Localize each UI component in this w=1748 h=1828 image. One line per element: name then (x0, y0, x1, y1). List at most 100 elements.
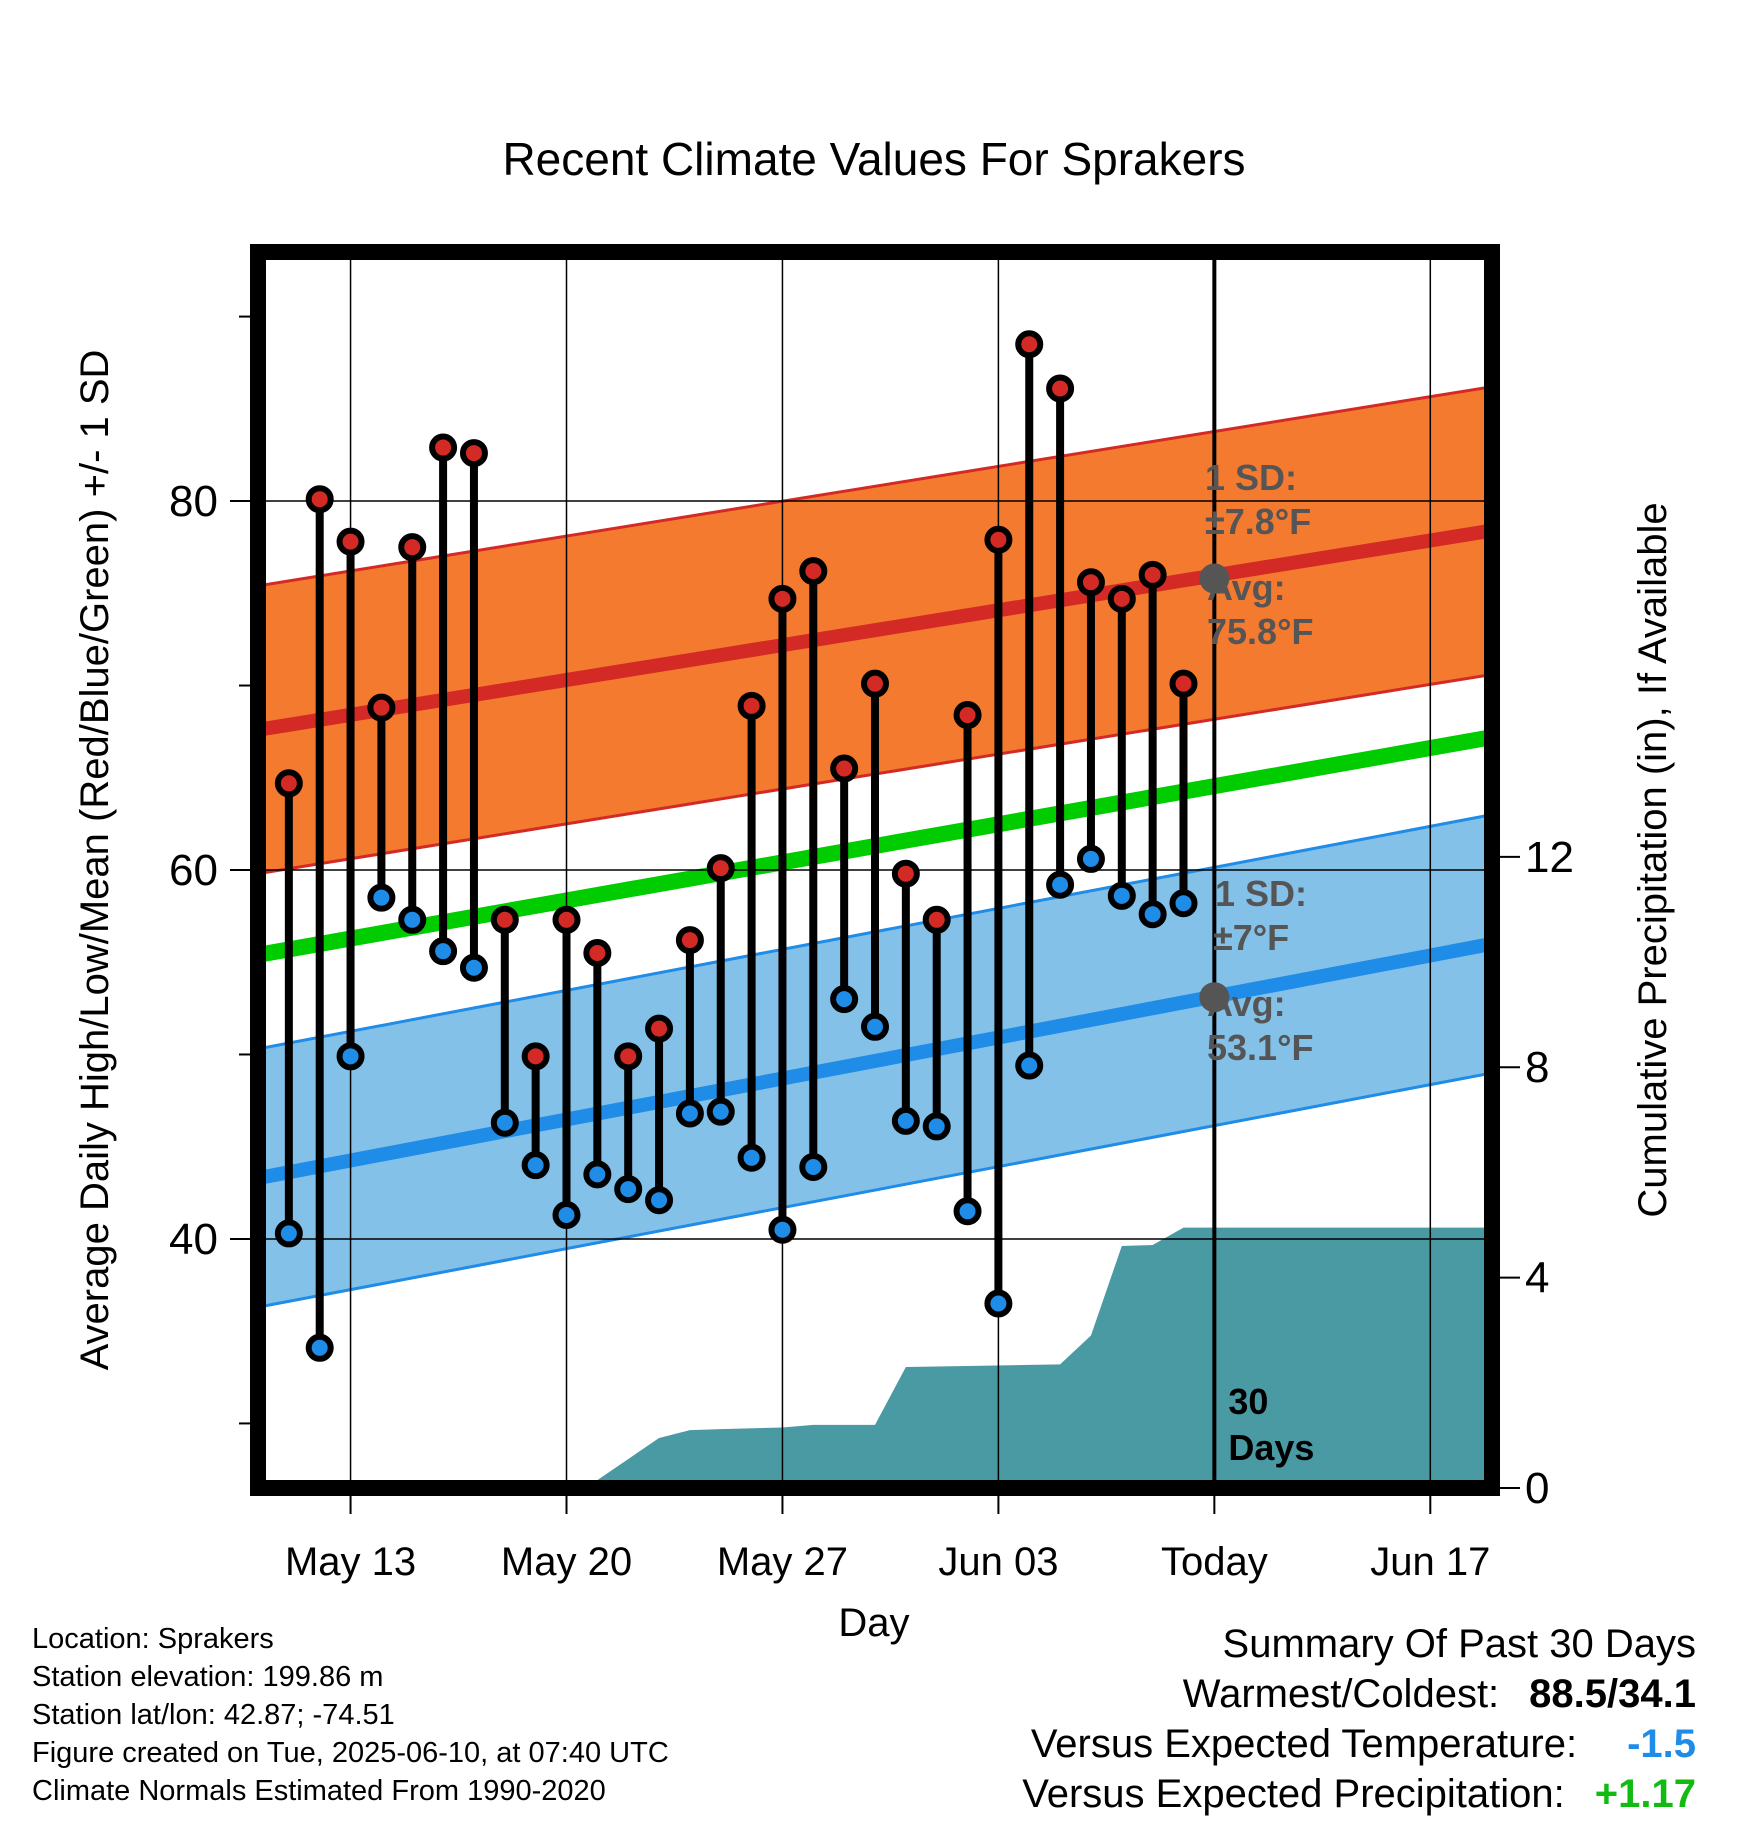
x-axis-label: Day (838, 1601, 909, 1645)
y2-tick-label: 12 (1525, 833, 1574, 882)
high-avg-label: Avg: (1207, 567, 1286, 608)
low-marker (645, 1186, 674, 1215)
today-low-normal-marker (1199, 982, 1230, 1013)
high-marker (953, 701, 982, 730)
low-marker (830, 985, 859, 1014)
y-tick-label: 60 (169, 846, 218, 895)
low-marker (1138, 900, 1167, 929)
low-marker (429, 937, 458, 966)
today-window-label: Days (1228, 1427, 1314, 1468)
low-marker (1076, 844, 1105, 873)
high-marker (274, 769, 303, 798)
location-text: Location: Sprakers (32, 1623, 274, 1655)
high-marker (614, 1042, 643, 1071)
high-marker (922, 905, 951, 934)
low-marker (398, 905, 427, 934)
plot-area (258, 252, 1492, 1488)
high-marker (490, 905, 519, 934)
y2-tick-label: 0 (1525, 1464, 1549, 1513)
low-marker (552, 1200, 581, 1229)
low-normal-line (258, 936, 1492, 1185)
high-marker (645, 1014, 674, 1043)
x-tick-label: May 27 (717, 1540, 848, 1584)
summary-precipitation: Versus Expected Precipitation: +1.17 (1022, 1772, 1696, 1817)
warm-cold-value: 88.5/34.1 (1529, 1672, 1696, 1716)
high-marker (706, 854, 735, 883)
high-marker (305, 485, 334, 514)
low-marker (706, 1097, 735, 1126)
low-marker (336, 1042, 365, 1071)
high-marker (336, 527, 365, 556)
temp-label: Versus Expected Temperature: (1030, 1722, 1578, 1766)
x-tick-label: Jun 03 (938, 1540, 1058, 1584)
x-tick-label: May 13 (285, 1540, 416, 1584)
high-marker (1169, 669, 1198, 698)
station-info: Location: Sprakers Station elevation: 19… (32, 1620, 669, 1810)
x-tick-label: May 20 (501, 1540, 632, 1584)
summary-title: Summary Of Past 30 Days (1222, 1622, 1696, 1666)
low-marker (891, 1106, 920, 1135)
high-marker (1015, 330, 1044, 359)
low-marker (367, 883, 396, 912)
high-sd-label: 1 SD: (1205, 457, 1297, 498)
low-marker (614, 1175, 643, 1204)
high-marker (737, 691, 766, 720)
low-sd-label: 1 SD: (1215, 873, 1307, 914)
today-window-label: 30 (1228, 1381, 1268, 1422)
high-marker (768, 584, 797, 613)
low-marker (799, 1153, 828, 1182)
temp-value: -1.5 (1627, 1722, 1696, 1766)
precip-label: Versus Expected Precipitation: (1022, 1772, 1565, 1816)
high-marker (675, 926, 704, 955)
created-text: Figure created on Tue, 2025-06-10, at 07… (32, 1737, 669, 1769)
low-marker (922, 1112, 951, 1141)
y-tick-label: 40 (169, 1215, 218, 1264)
high-marker (1138, 560, 1167, 589)
high-marker (1046, 374, 1075, 403)
low-marker (1169, 889, 1198, 918)
y2-tick-label: 4 (1525, 1254, 1549, 1303)
low-marker (1046, 870, 1075, 899)
low-marker (737, 1143, 766, 1172)
low-marker (521, 1151, 550, 1180)
high-marker (367, 693, 396, 722)
high-marker (429, 433, 458, 462)
high-marker (799, 557, 828, 586)
y2-axis-label: Cumulative Precipitation (in), If Availa… (1631, 502, 1675, 1217)
high-sd-value: ±7.8°F (1205, 501, 1311, 542)
low-marker (274, 1219, 303, 1248)
low-marker (459, 953, 488, 982)
high-normal-line (258, 523, 1492, 737)
low-marker (1015, 1051, 1044, 1080)
high-marker (1076, 568, 1105, 597)
precipitation-area (258, 1227, 1492, 1488)
low-marker (583, 1160, 612, 1189)
low-marker (675, 1099, 704, 1128)
high-upper-edge (258, 385, 1492, 588)
high-marker (891, 859, 920, 888)
latlon-text: Station lat/lon: 42.87; -74.51 (32, 1699, 395, 1731)
low-marker (953, 1197, 982, 1226)
low-avg-label: Avg: (1207, 983, 1286, 1024)
plot-frame (250, 244, 1500, 1496)
x-tick-label: Jun 17 (1370, 1540, 1490, 1584)
high-avg-value: 75.8°F (1207, 611, 1313, 652)
precip-value: +1.17 (1594, 1772, 1696, 1816)
y-axis-label: Average Daily High/Low/Mean (Red/Blue/Gr… (73, 350, 117, 1371)
chart-title: Recent Climate Values For Sprakers (502, 133, 1245, 185)
low-marker (305, 1333, 334, 1362)
warm-cold-label: Warmest/Coldest: (1182, 1672, 1500, 1716)
today-high-normal-marker (1199, 563, 1230, 594)
low-marker (861, 1012, 889, 1041)
low-sd-value: ±7°F (1213, 917, 1289, 958)
high-marker (1107, 584, 1136, 613)
y2-tick-label: 8 (1525, 1043, 1549, 1092)
high-marker (861, 669, 889, 698)
low-marker (768, 1215, 797, 1244)
x-tick-label: Today (1161, 1540, 1268, 1584)
high-marker (552, 905, 581, 934)
low-marker (984, 1289, 1013, 1318)
high-marker (830, 754, 859, 783)
high-marker (984, 525, 1013, 554)
